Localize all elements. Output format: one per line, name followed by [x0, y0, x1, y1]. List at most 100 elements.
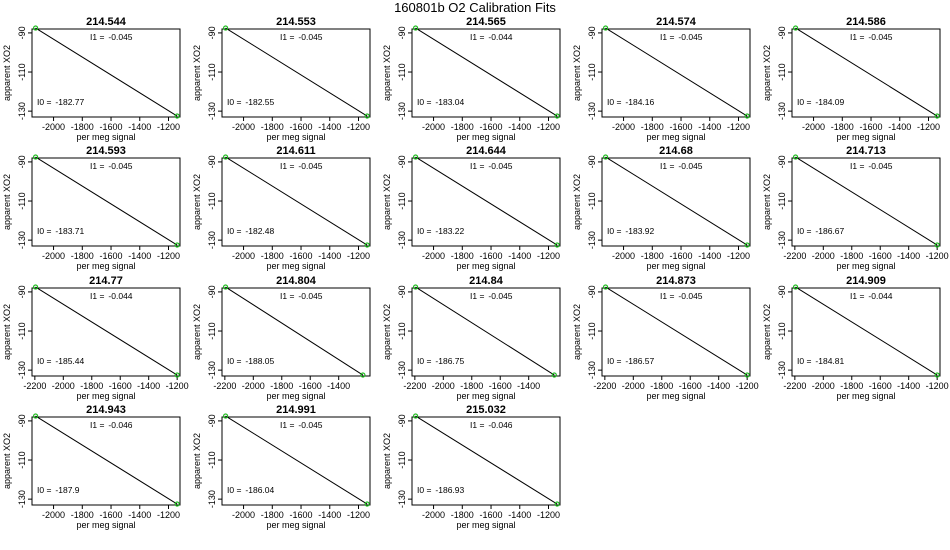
x-tick-label: -1600: [679, 381, 702, 391]
data-point: [174, 113, 180, 119]
x-tick-label: -2000: [42, 510, 65, 520]
slope-annotation: I1 = -0.046: [90, 420, 133, 430]
panel-title: 214.943: [86, 404, 126, 416]
slope-value: -0.045: [678, 291, 702, 301]
x-tick-label: -1200: [347, 510, 370, 520]
intercept-annotation: I0 = -182.77: [37, 97, 85, 107]
intercept-annotation: I0 = -186.75: [417, 356, 465, 366]
y-tick-label: -90: [17, 414, 27, 427]
data-point: [222, 413, 229, 419]
slope-annotation: I1 = -0.045: [850, 32, 893, 42]
y-tick-label: -110: [397, 451, 407, 468]
y-tick-label: -110: [587, 192, 597, 209]
x-tick-label: -1400: [897, 381, 920, 391]
slope-label: I1 =: [280, 32, 294, 42]
slope-annotation: I1 = -0.045: [280, 420, 323, 430]
fit-line: [35, 156, 178, 246]
y-axis-label: apparent XO2: [192, 45, 202, 101]
panel-title: 214.574: [656, 16, 697, 28]
slope-label: I1 =: [90, 32, 104, 42]
slope-annotation: I1 = -0.045: [280, 161, 323, 171]
x-axis-label: per meg signal: [456, 520, 515, 530]
panel-frame: [221, 416, 371, 506]
x-tick-label: -2000: [232, 510, 255, 520]
intercept-label: I0 =: [797, 97, 811, 107]
intercept-label: I0 =: [607, 356, 621, 366]
y-tick-label: -130: [207, 102, 217, 120]
x-tick-label: -2200: [783, 381, 806, 391]
x-axis-label: per meg signal: [266, 520, 325, 530]
panel-frame: [411, 416, 561, 506]
x-tick-label: -2000: [622, 381, 645, 391]
y-tick-label: -90: [17, 26, 27, 39]
y-tick-label: -90: [397, 285, 407, 298]
x-tick-label: -2000: [802, 122, 825, 132]
slope-label: I1 =: [90, 420, 104, 430]
slope-label: I1 =: [850, 291, 864, 301]
y-tick-label: -110: [207, 322, 217, 339]
x-axis-label: per meg signal: [646, 132, 705, 142]
slope-annotation: I1 = -0.044: [850, 291, 893, 301]
x-tick-label: -1400: [137, 381, 160, 391]
y-tick-label: -90: [17, 155, 27, 168]
y-tick-label: -130: [777, 361, 787, 379]
y-axis-label: apparent XO2: [192, 174, 202, 230]
data-point: [364, 501, 370, 507]
x-tick-label: -2000: [242, 381, 265, 391]
intercept-label: I0 =: [37, 226, 51, 236]
x-tick-label: -2000: [42, 122, 65, 132]
panel-frame: [31, 416, 181, 506]
panel-frame: [601, 28, 751, 118]
x-tick-label: -1800: [71, 510, 94, 520]
panel-215-032: 215.032 -2000 -1800 -1600 -1400 -1200 per meg …: [382, 404, 561, 530]
y-tick-label: -90: [207, 26, 217, 39]
y-tick-label: -90: [587, 26, 597, 39]
x-axis-label: per meg signal: [456, 261, 515, 271]
slope-label: I1 =: [470, 32, 484, 42]
y-axis-label: apparent XO2: [382, 45, 392, 101]
x-tick-label: -2000: [42, 251, 65, 261]
x-tick-label: -1400: [128, 510, 151, 520]
intercept-label: I0 =: [417, 356, 431, 366]
x-tick-label: -1600: [860, 122, 883, 132]
intercept-value: -184.81: [815, 356, 844, 366]
slope-annotation: I1 = -0.045: [90, 32, 133, 42]
x-tick-label: -1600: [670, 251, 693, 261]
x-tick-label: -1200: [727, 251, 750, 261]
slope-value: -0.045: [678, 32, 702, 42]
y-tick-label: -110: [777, 63, 787, 80]
x-tick-label: -1400: [508, 122, 531, 132]
panel-title: 214.611: [276, 145, 315, 157]
slope-label: I1 =: [470, 291, 484, 301]
x-tick-label: -1600: [869, 381, 892, 391]
slope-annotation: I1 = -0.045: [660, 291, 703, 301]
fit-line: [35, 415, 178, 505]
intercept-value: -188.05: [245, 356, 274, 366]
y-axis-label: apparent XO2: [762, 174, 772, 230]
x-tick-label: -1800: [261, 122, 284, 132]
data-point: [412, 154, 419, 160]
x-tick-label: -1800: [261, 510, 284, 520]
x-tick-label: -1800: [270, 381, 293, 391]
y-tick-label: -130: [587, 102, 597, 120]
x-axis-label: per meg signal: [456, 132, 515, 142]
x-tick-label: -2200: [403, 381, 426, 391]
panel-frame: [411, 287, 561, 377]
x-tick-label: -2000: [232, 251, 255, 261]
x-axis-label: per meg signal: [836, 391, 895, 401]
y-tick-label: -90: [397, 414, 407, 427]
y-tick-label: -130: [17, 102, 27, 120]
y-tick-label: -90: [207, 155, 217, 168]
slope-annotation: I1 = -0.044: [90, 291, 133, 301]
x-axis-label: per meg signal: [266, 261, 325, 271]
y-axis-label: apparent XO2: [2, 304, 12, 360]
intercept-label: I0 =: [607, 97, 621, 107]
x-tick-label: -1200: [537, 122, 560, 132]
panel-title: 214.544: [86, 16, 127, 28]
panel-frame: [31, 287, 181, 377]
x-tick-label: -1800: [451, 122, 474, 132]
y-tick-label: -130: [587, 231, 597, 249]
fit-line: [795, 156, 938, 246]
